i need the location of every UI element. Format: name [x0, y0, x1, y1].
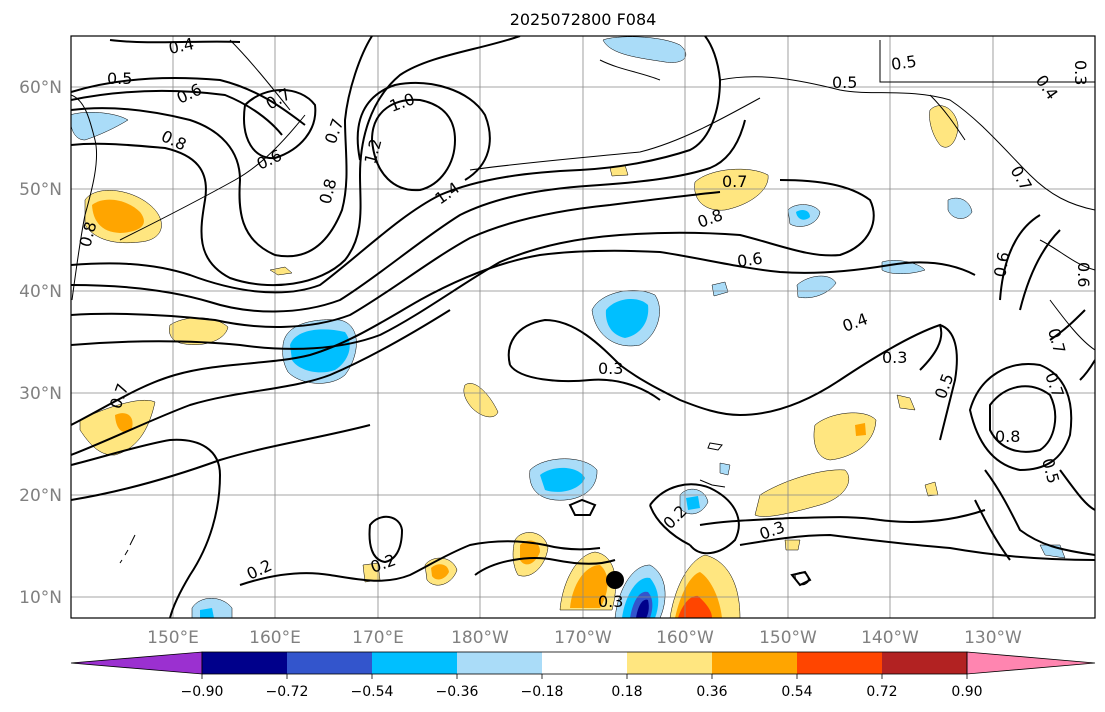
colorbar-tick-label: 0.90 [951, 684, 982, 700]
contour-label: 0.3 [882, 348, 907, 367]
contour-label: 0.6 [990, 250, 1013, 278]
colorbar-swatch [457, 652, 542, 674]
lon-label: 150°W [759, 628, 817, 648]
contour-label: 0.8 [995, 427, 1020, 446]
colorbar-tick-label: −0.54 [351, 684, 394, 700]
colorbar-swatch [797, 652, 882, 674]
coastlines [71, 39, 1095, 586]
colorbar-tick-label: −0.36 [436, 684, 479, 700]
contour-label: 0.3 [598, 592, 623, 611]
lat-label: 50°N [19, 180, 62, 200]
colorbar-swatch [542, 652, 627, 674]
lon-label: 170°W [554, 628, 612, 648]
lon-label: 170°E [352, 628, 404, 648]
location-marker [606, 571, 624, 589]
lon-label: 130°W [964, 628, 1022, 648]
lon-labels: 150°E 160°E 170°E 180°W 170°W 160°W 150°… [147, 628, 1022, 648]
colorbar-swatch [882, 652, 967, 674]
colorbar-extend-high [966, 651, 1096, 675]
lat-label: 20°N [19, 486, 62, 506]
colorbar-tick-label: 0.54 [781, 684, 812, 700]
colorbar-tick-label: −0.90 [181, 684, 224, 700]
map-frame [70, 35, 1096, 619]
lon-label: 160°E [249, 628, 301, 648]
map-title: 2025072800 F084 [510, 10, 657, 29]
colorbar-extend-low [70, 651, 203, 675]
colorbar-tick-label: 0.72 [866, 684, 897, 700]
contour-lines [71, 36, 1095, 618]
colorbar-swatch [372, 652, 457, 674]
contour-label: 0.6 [1074, 262, 1093, 287]
colorbar-tick-label: 0.18 [611, 684, 642, 700]
lat-label: 60°N [19, 78, 62, 98]
colorbar-swatch [287, 652, 372, 674]
contour-label: 0.6 [736, 249, 764, 271]
colorbar-swatch [627, 652, 712, 674]
lat-label: 30°N [19, 384, 62, 404]
lat-label: 40°N [19, 282, 62, 302]
colorbar-tick-label: 0.36 [696, 684, 727, 700]
map-plot-area: 0.4 0.5 0.6 0.7 0.8 0.6 0.7 0.8 1.0 1.2 … [71, 34, 1095, 618]
contour-label: 0.3 [1071, 60, 1090, 85]
colorbar-swatch [202, 652, 287, 674]
colorbar-swatch [712, 652, 797, 674]
lat-labels: 60°N 50°N 40°N 30°N 20°N 10°N [19, 78, 62, 608]
contour-label: 0.5 [832, 73, 857, 92]
colorbar-tick-label: −0.18 [521, 684, 564, 700]
shaded-anomalies [71, 36, 1066, 618]
contour-label: 0.3 [598, 359, 623, 378]
lon-label: 180°W [451, 628, 509, 648]
colorbar: −0.90 −0.72 −0.54 −0.36 −0.18 0.18 0.36 … [70, 651, 1096, 700]
contour-label: 0.4 [167, 34, 196, 58]
lat-label: 10°N [19, 588, 62, 608]
contour-label: 0.5 [890, 52, 918, 74]
colorbar-tick-label: −0.72 [266, 684, 309, 700]
lon-label: 150°E [147, 628, 199, 648]
contour-label: 0.5 [107, 69, 132, 88]
contour-label: 0.7 [722, 172, 747, 191]
lon-label: 140°W [861, 628, 919, 648]
lon-label: 160°W [656, 628, 714, 648]
